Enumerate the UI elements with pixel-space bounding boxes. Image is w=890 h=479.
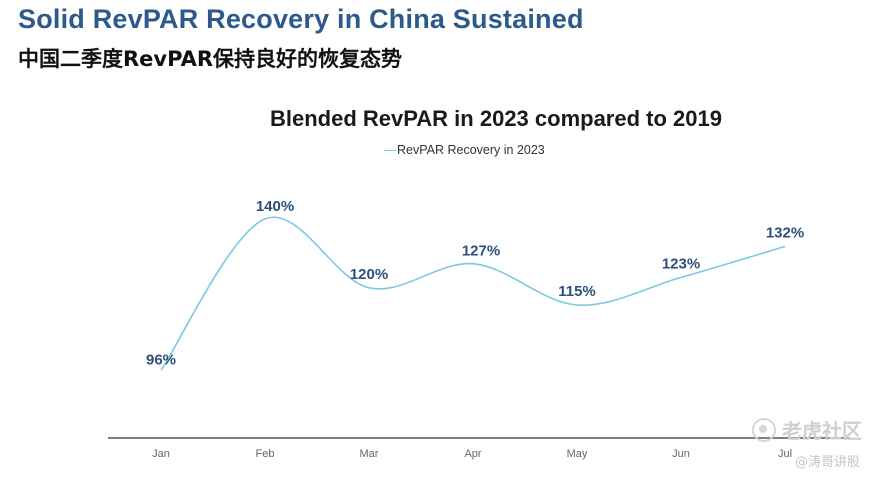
x-tick-label: Apr (464, 448, 481, 460)
series-line-revpar-recovery (160, 216, 786, 371)
legend-label: RevPAR Recovery in 2023 (397, 143, 545, 157)
watermark-handle: @涛哥讲股 (795, 455, 861, 470)
data-label: 140% (256, 198, 294, 215)
data-label: 127% (462, 243, 500, 260)
data-label: 96% (146, 351, 176, 368)
slide-title: Solid RevPAR Recovery in China Sustained (18, 4, 584, 34)
tiger-logo-icon (752, 417, 776, 442)
data-label: 115% (558, 283, 596, 300)
slide-subtitle: 中国二季度RevPAR保持良好的恢复态势 (18, 47, 402, 71)
chart-legend: RevPAR Recovery in 2023 (384, 143, 545, 157)
watermark-text: 老虎社区 (782, 419, 862, 443)
data-label: 123% (662, 255, 700, 272)
x-tick-label: Mar (360, 448, 379, 460)
x-tick-label: Jan (152, 448, 170, 460)
x-tick-label: May (567, 448, 588, 460)
legend-swatch (384, 149, 396, 151)
watermark-logo: 老虎社区 (752, 415, 862, 444)
x-tick-label: Jul (778, 448, 792, 460)
chart-title: Blended RevPAR in 2023 compared to 2019 (270, 106, 722, 131)
x-tick-label: Feb (256, 448, 275, 460)
data-label: 132% (766, 224, 804, 241)
x-tick-label: Jun (672, 448, 690, 460)
data-label: 120% (350, 266, 388, 283)
